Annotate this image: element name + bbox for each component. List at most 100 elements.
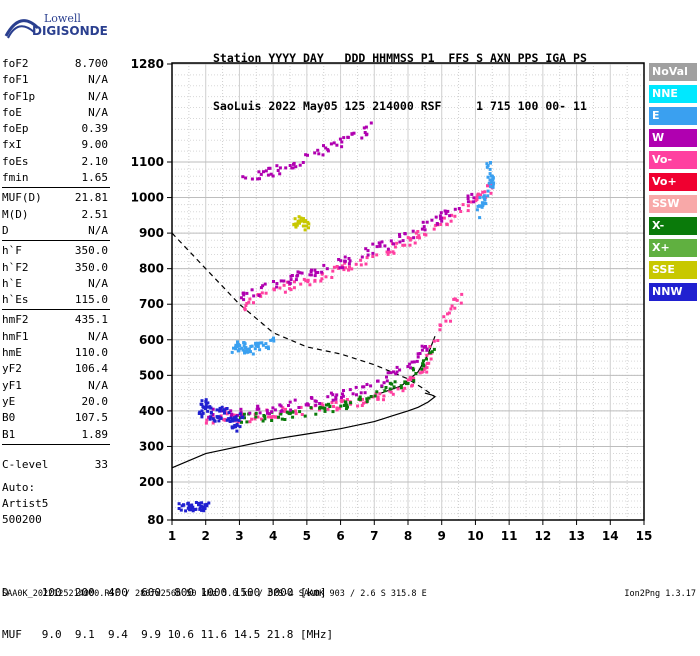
echo-point: [336, 266, 340, 270]
echo-point: [322, 144, 325, 148]
echo-point: [342, 136, 346, 140]
echo-point: [491, 176, 495, 180]
echo-point: [360, 255, 364, 259]
echo-point: [472, 200, 476, 204]
header-labels: Station YYYY DAY DDD HHMMSS P1 FFS S AXN…: [213, 51, 587, 65]
echo-point: [488, 167, 492, 171]
echo-point: [235, 422, 239, 426]
echo-point: [225, 412, 229, 416]
echo-point: [304, 279, 308, 283]
echo-point: [401, 389, 405, 393]
parameter-panel: foF2 8.700 foF1 N/A foF1p N/A foE N/A foEp 0.39 fx…: [2, 56, 110, 447]
x-tick-label: 3: [235, 529, 243, 543]
echo-point: [301, 219, 305, 223]
x-tick-label: 1: [168, 529, 176, 543]
echo-point: [401, 239, 405, 243]
echo-point: [233, 424, 237, 427]
echo-point: [425, 357, 428, 361]
echo-point: [398, 240, 402, 244]
echo-point: [240, 346, 244, 350]
echo-point: [200, 409, 204, 413]
echo-point: [303, 228, 307, 232]
echo-point: [313, 151, 317, 155]
echo-point: [256, 345, 260, 348]
param-row: h`Es 115.0: [2, 292, 110, 308]
y-tick-label: 400: [139, 404, 164, 418]
echo-point: [483, 190, 487, 194]
echo-point: [446, 312, 449, 316]
echo-point: [376, 379, 380, 383]
legend-item-x: X-: [649, 217, 697, 235]
echo-point: [227, 411, 231, 415]
echo-point: [337, 258, 341, 261]
echo-point: [265, 409, 269, 413]
echo-point: [342, 404, 346, 407]
echo-point: [268, 166, 272, 170]
param-row: foEs 2.10: [2, 154, 110, 170]
echo-point: [231, 419, 235, 423]
echo-point: [386, 252, 390, 256]
param-label: yF1: [2, 378, 22, 392]
echo-point: [244, 176, 248, 180]
echo-point: [211, 413, 215, 416]
echo-point: [416, 355, 420, 359]
echo-point: [326, 395, 330, 399]
echo-point: [248, 420, 252, 424]
param-row: fxI 9.00: [2, 137, 110, 153]
echo-point: [346, 405, 349, 409]
echo-point: [278, 403, 282, 407]
echo-point: [293, 398, 297, 402]
echo-point: [334, 400, 338, 404]
echo-point: [423, 232, 426, 236]
echo-point: [332, 141, 336, 145]
echo-point: [403, 380, 407, 384]
echo-point: [398, 233, 401, 236]
echo-point: [316, 271, 320, 274]
echo-point: [264, 345, 268, 349]
echo-point: [326, 149, 330, 153]
echo-point: [414, 372, 418, 375]
echo-point: [243, 416, 246, 420]
echo-point: [339, 404, 343, 408]
echo-point: [289, 288, 293, 292]
y-tick-label: 1280: [131, 57, 164, 71]
echo-point: [200, 501, 204, 505]
echo-point: [406, 382, 410, 385]
echo-point: [416, 230, 420, 233]
echo-point: [263, 417, 267, 421]
echo-point: [294, 224, 298, 228]
param-label: B1: [2, 427, 16, 441]
echo-point: [229, 409, 233, 413]
echo-point: [204, 398, 208, 402]
echo-point: [310, 396, 314, 400]
x-tick-label: 11: [501, 529, 518, 543]
echo-point: [409, 237, 413, 241]
echo-point: [383, 389, 387, 393]
echo-point: [325, 403, 328, 407]
echo-point: [446, 209, 450, 213]
echo-point: [256, 415, 260, 419]
echo-point: [420, 370, 424, 374]
echo-point: [428, 351, 432, 355]
echo-point: [281, 406, 285, 410]
legend-item-ssw: SSW: [649, 195, 697, 213]
echo-point: [218, 409, 222, 413]
echo-point: [267, 347, 270, 351]
echo-point: [202, 506, 205, 510]
echo-point: [354, 262, 358, 266]
echo-point: [422, 359, 425, 363]
echo-point: [268, 412, 271, 416]
echo-point: [257, 294, 261, 297]
echo-point: [314, 412, 318, 416]
echo-point: [380, 240, 384, 244]
param-label: MUF(D): [2, 191, 42, 205]
echo-point: [309, 406, 313, 410]
echo-point: [240, 420, 243, 424]
echo-point: [342, 399, 346, 403]
chart-axes: 1 2 3 4 5 6 7 8 9 10 11 12 13 14 158020030040050060070…: [131, 57, 653, 543]
param-row: M(D) 2.51: [2, 207, 110, 223]
echo-point: [412, 379, 416, 383]
echo-point: [340, 145, 344, 149]
echo-point: [310, 268, 313, 272]
echo-point: [331, 398, 335, 402]
